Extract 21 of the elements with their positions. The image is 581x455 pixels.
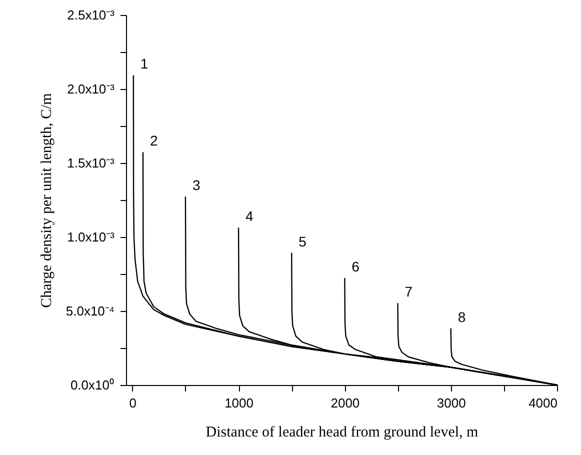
series-label: 3 — [192, 177, 200, 194]
series-label: 7 — [404, 284, 413, 300]
x-tick-label: 3000 — [436, 396, 466, 410]
x-tick-label: 4000 — [528, 396, 558, 410]
series-label: 1 — [140, 56, 148, 72]
x-axis-title: Distance of leader head from ground level, m — [206, 424, 479, 440]
x-tick-label: 2000 — [330, 396, 360, 410]
y-axis-title: Charge density per unit length, C/m — [38, 92, 55, 308]
series-label: 8 — [458, 308, 466, 325]
y-tick-label: 2.5x10⁻³ — [67, 8, 116, 22]
y-tick-label: 5.0x10⁻⁴ — [66, 304, 114, 318]
y-tick-label: 1.0x10⁻³ — [67, 230, 116, 244]
y-tick-label: 2.0x10⁻³ — [67, 82, 116, 96]
y-tick-label: 0.0x10⁰ — [70, 378, 114, 392]
series-label: 4 — [246, 208, 254, 224]
x-tick-label: 1000 — [224, 396, 254, 410]
series-label: 6 — [352, 258, 360, 274]
series-label: 2 — [150, 132, 158, 149]
x-tick-label: 0 — [129, 396, 136, 410]
series-label: 5 — [298, 233, 307, 250]
y-tick-label: 1.5x10⁻³ — [67, 156, 116, 170]
